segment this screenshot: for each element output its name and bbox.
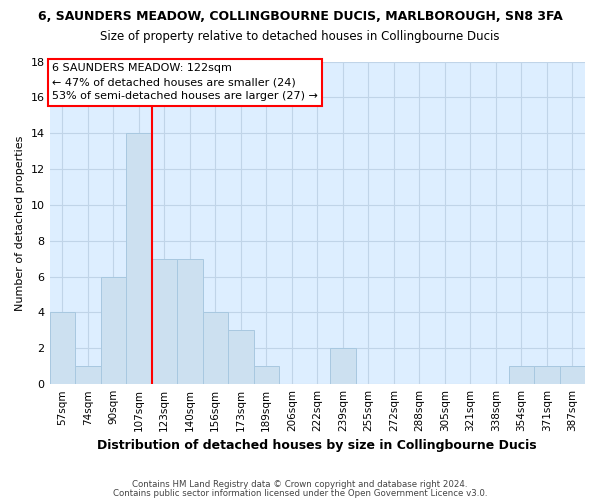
- Bar: [560, 366, 585, 384]
- X-axis label: Distribution of detached houses by size in Collingbourne Ducis: Distribution of detached houses by size …: [97, 440, 537, 452]
- Bar: [330, 348, 356, 384]
- Bar: [228, 330, 254, 384]
- Y-axis label: Number of detached properties: Number of detached properties: [15, 135, 25, 310]
- Bar: [509, 366, 534, 384]
- Text: Contains HM Land Registry data © Crown copyright and database right 2024.: Contains HM Land Registry data © Crown c…: [132, 480, 468, 489]
- Bar: [177, 258, 203, 384]
- Bar: [152, 258, 177, 384]
- Bar: [203, 312, 228, 384]
- Text: 6 SAUNDERS MEADOW: 122sqm
← 47% of detached houses are smaller (24)
53% of semi-: 6 SAUNDERS MEADOW: 122sqm ← 47% of detac…: [52, 64, 318, 102]
- Bar: [534, 366, 560, 384]
- Bar: [101, 276, 126, 384]
- Bar: [50, 312, 75, 384]
- Bar: [75, 366, 101, 384]
- Bar: [254, 366, 279, 384]
- Bar: [126, 133, 152, 384]
- Text: Contains public sector information licensed under the Open Government Licence v3: Contains public sector information licen…: [113, 488, 487, 498]
- Text: 6, SAUNDERS MEADOW, COLLINGBOURNE DUCIS, MARLBOROUGH, SN8 3FA: 6, SAUNDERS MEADOW, COLLINGBOURNE DUCIS,…: [38, 10, 562, 23]
- Text: Size of property relative to detached houses in Collingbourne Ducis: Size of property relative to detached ho…: [100, 30, 500, 43]
